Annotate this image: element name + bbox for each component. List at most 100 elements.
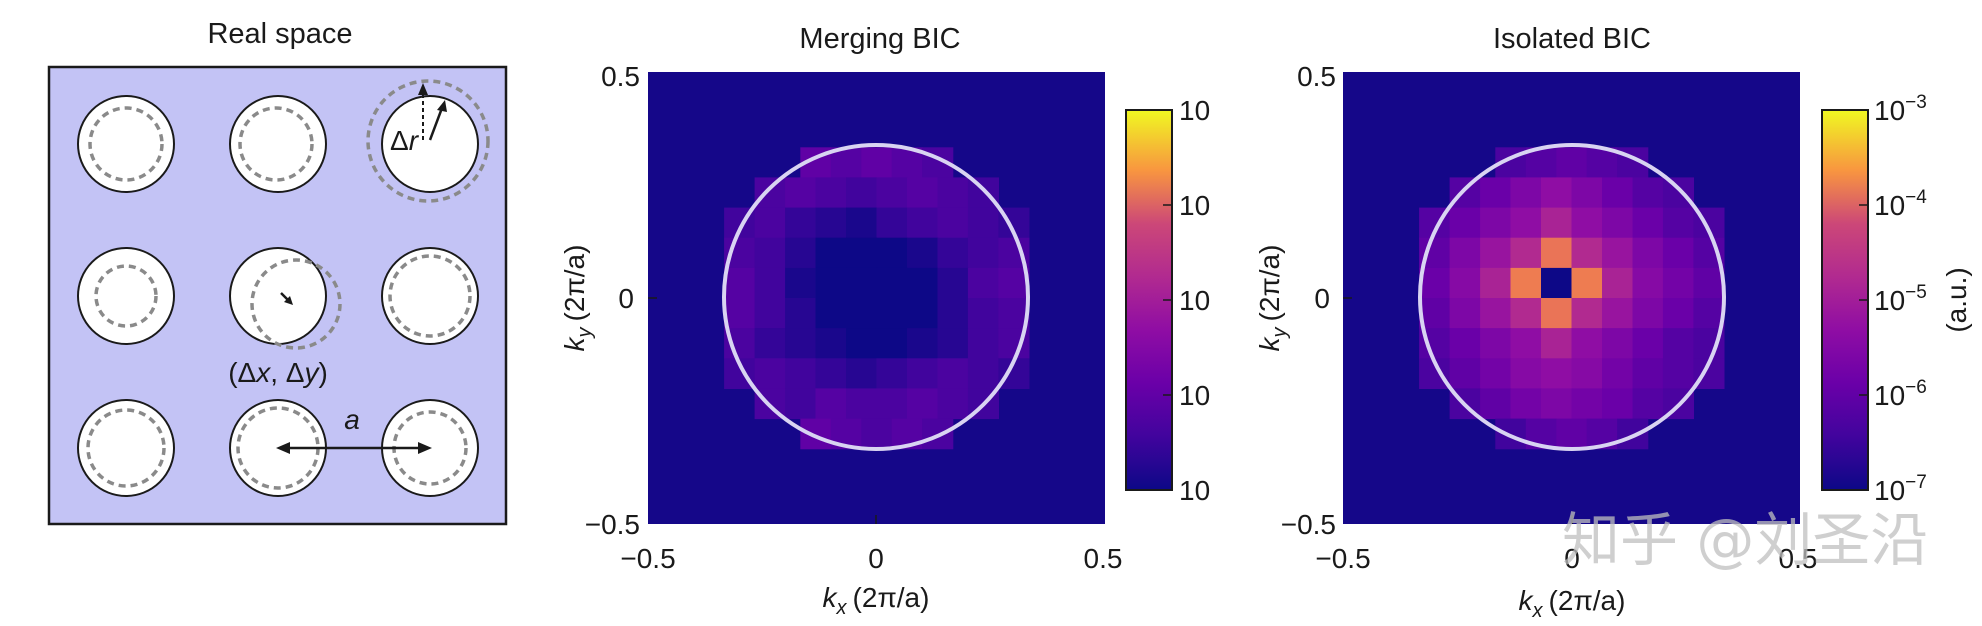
- colorbar-label: 10−3: [1874, 92, 1927, 126]
- heatmap-cell: [876, 298, 908, 329]
- heatmap-cell: [815, 177, 847, 209]
- heatmap-cell: [1510, 358, 1542, 389]
- colorbar-label: 10: [1179, 380, 1210, 411]
- heatmap-cell: [1632, 207, 1664, 239]
- heatmap-cell: [1632, 298, 1664, 329]
- heatmap-cell: [846, 358, 878, 389]
- heatmap-cell: [1541, 328, 1573, 359]
- heatmap-cell: [1632, 237, 1664, 269]
- heatmap-cell: [846, 177, 878, 209]
- x-tick-label: −0.5: [1315, 543, 1370, 574]
- heatmap-cell: [967, 237, 999, 269]
- colorbar-label: 10−7: [1874, 472, 1927, 506]
- colorbar: [1821, 109, 1869, 491]
- heatmap-cell: [861, 418, 893, 450]
- heatmap-cell: [1662, 298, 1694, 329]
- heatmap-cell: [1571, 237, 1603, 269]
- heatmap-cell: [937, 237, 969, 269]
- heatmap-cell: [907, 177, 939, 209]
- heatmap-cell: [907, 267, 939, 299]
- heatmap-cell: [937, 207, 969, 239]
- heatmap-cell: [1632, 388, 1664, 420]
- heatmap-cell: [1541, 177, 1573, 209]
- real-space-panel: Real space Δr: [47, 18, 508, 526]
- heatmap-cell: [1510, 267, 1542, 299]
- heatmap-cell: [846, 267, 878, 299]
- heatmap-cell: [1449, 298, 1481, 329]
- heatmap-cell: [876, 177, 908, 209]
- heatmap-cell: [785, 358, 817, 389]
- radius-arrow: [428, 107, 444, 141]
- heatmap-cell: [937, 388, 969, 420]
- heatmap-cell: [1662, 207, 1694, 239]
- heatmap-cell: [785, 237, 817, 269]
- x-tick-label: −0.5: [620, 543, 675, 574]
- heatmap-cell: [754, 298, 786, 329]
- heatmap-cell: [907, 237, 939, 269]
- arrowhead-icon: [437, 100, 447, 112]
- colorbar-ticks: [1163, 109, 1172, 491]
- heatmap-cell: [1510, 207, 1542, 239]
- heatmap-cell: [1693, 267, 1725, 299]
- heatmap-cell: [800, 418, 832, 450]
- heatmap-cell: [846, 237, 878, 269]
- heatmap-cell: [815, 388, 847, 420]
- arrowhead-icon: [418, 442, 432, 454]
- heatmap-cell: [1510, 328, 1542, 359]
- y-tick-label: 0: [618, 283, 634, 314]
- heatmap-cell: [1602, 328, 1634, 359]
- reference-ring: [86, 408, 166, 488]
- shifted-ring: [250, 258, 342, 350]
- heatmap-cell: [876, 237, 908, 269]
- heatmap-cell: [876, 388, 908, 420]
- colorbar-label: 10: [1179, 190, 1210, 221]
- reference-ring: [94, 264, 158, 328]
- heatmap-cell: [876, 328, 908, 359]
- heatmap-cell: [861, 147, 893, 178]
- arrowhead-icon: [284, 296, 293, 305]
- heatmap-cell: [1541, 207, 1573, 239]
- heatmap-cell: [815, 207, 847, 239]
- x-tick-label: 0.5: [1779, 543, 1818, 574]
- heatmap-cell: [1541, 388, 1573, 420]
- heatmap-cell: [1480, 328, 1512, 359]
- heatmap-cell: [1602, 267, 1634, 299]
- heatmap-cell: [1571, 328, 1603, 359]
- heatmap-cell: [785, 298, 817, 329]
- heatmap-cell: [1541, 237, 1573, 269]
- heatmap-cell: [1480, 388, 1512, 420]
- heatmap-cell: [907, 207, 939, 239]
- y-tick-label: −0.5: [585, 509, 640, 540]
- heatmap-cell: [754, 177, 786, 209]
- axis-ticks: [1343, 297, 1573, 524]
- heatmap-cell: [907, 388, 939, 420]
- disk: [381, 95, 479, 193]
- arrowhead-icon: [418, 83, 428, 95]
- x-tick-label: 0: [1564, 543, 1580, 574]
- x-axis-label: kx (2π/a): [1519, 585, 1626, 622]
- heatmap-cell: [754, 328, 786, 359]
- x-tick-label: 0.5: [1084, 543, 1123, 574]
- arrowhead-icon: [276, 442, 290, 454]
- heatmap-cell: [1571, 207, 1603, 239]
- colorbar-ticks: [1859, 109, 1868, 491]
- heatmap-cell: [846, 388, 878, 420]
- lattice-constant-label: a: [344, 404, 360, 435]
- x-tick-label: 0: [868, 543, 884, 574]
- heatmap-cell: [815, 267, 847, 299]
- heatmap-cell: [815, 237, 847, 269]
- heatmap-cell: [907, 328, 939, 359]
- heatmap-cell: [1480, 237, 1512, 269]
- heatmap-cell: [1510, 237, 1542, 269]
- heatmap-cell: [1617, 418, 1649, 450]
- heatmap-cell: [785, 177, 817, 209]
- disk: [77, 95, 175, 193]
- heatmap-cell: [1602, 358, 1634, 389]
- enlarged-ring: [366, 79, 490, 203]
- heatmap-cell: [876, 267, 908, 299]
- reference-ring: [388, 254, 472, 338]
- reference-ring: [238, 106, 314, 182]
- heatmap-cell: [967, 207, 999, 239]
- heatmap-cell: [1541, 267, 1573, 299]
- heatmap-cell: [815, 358, 847, 389]
